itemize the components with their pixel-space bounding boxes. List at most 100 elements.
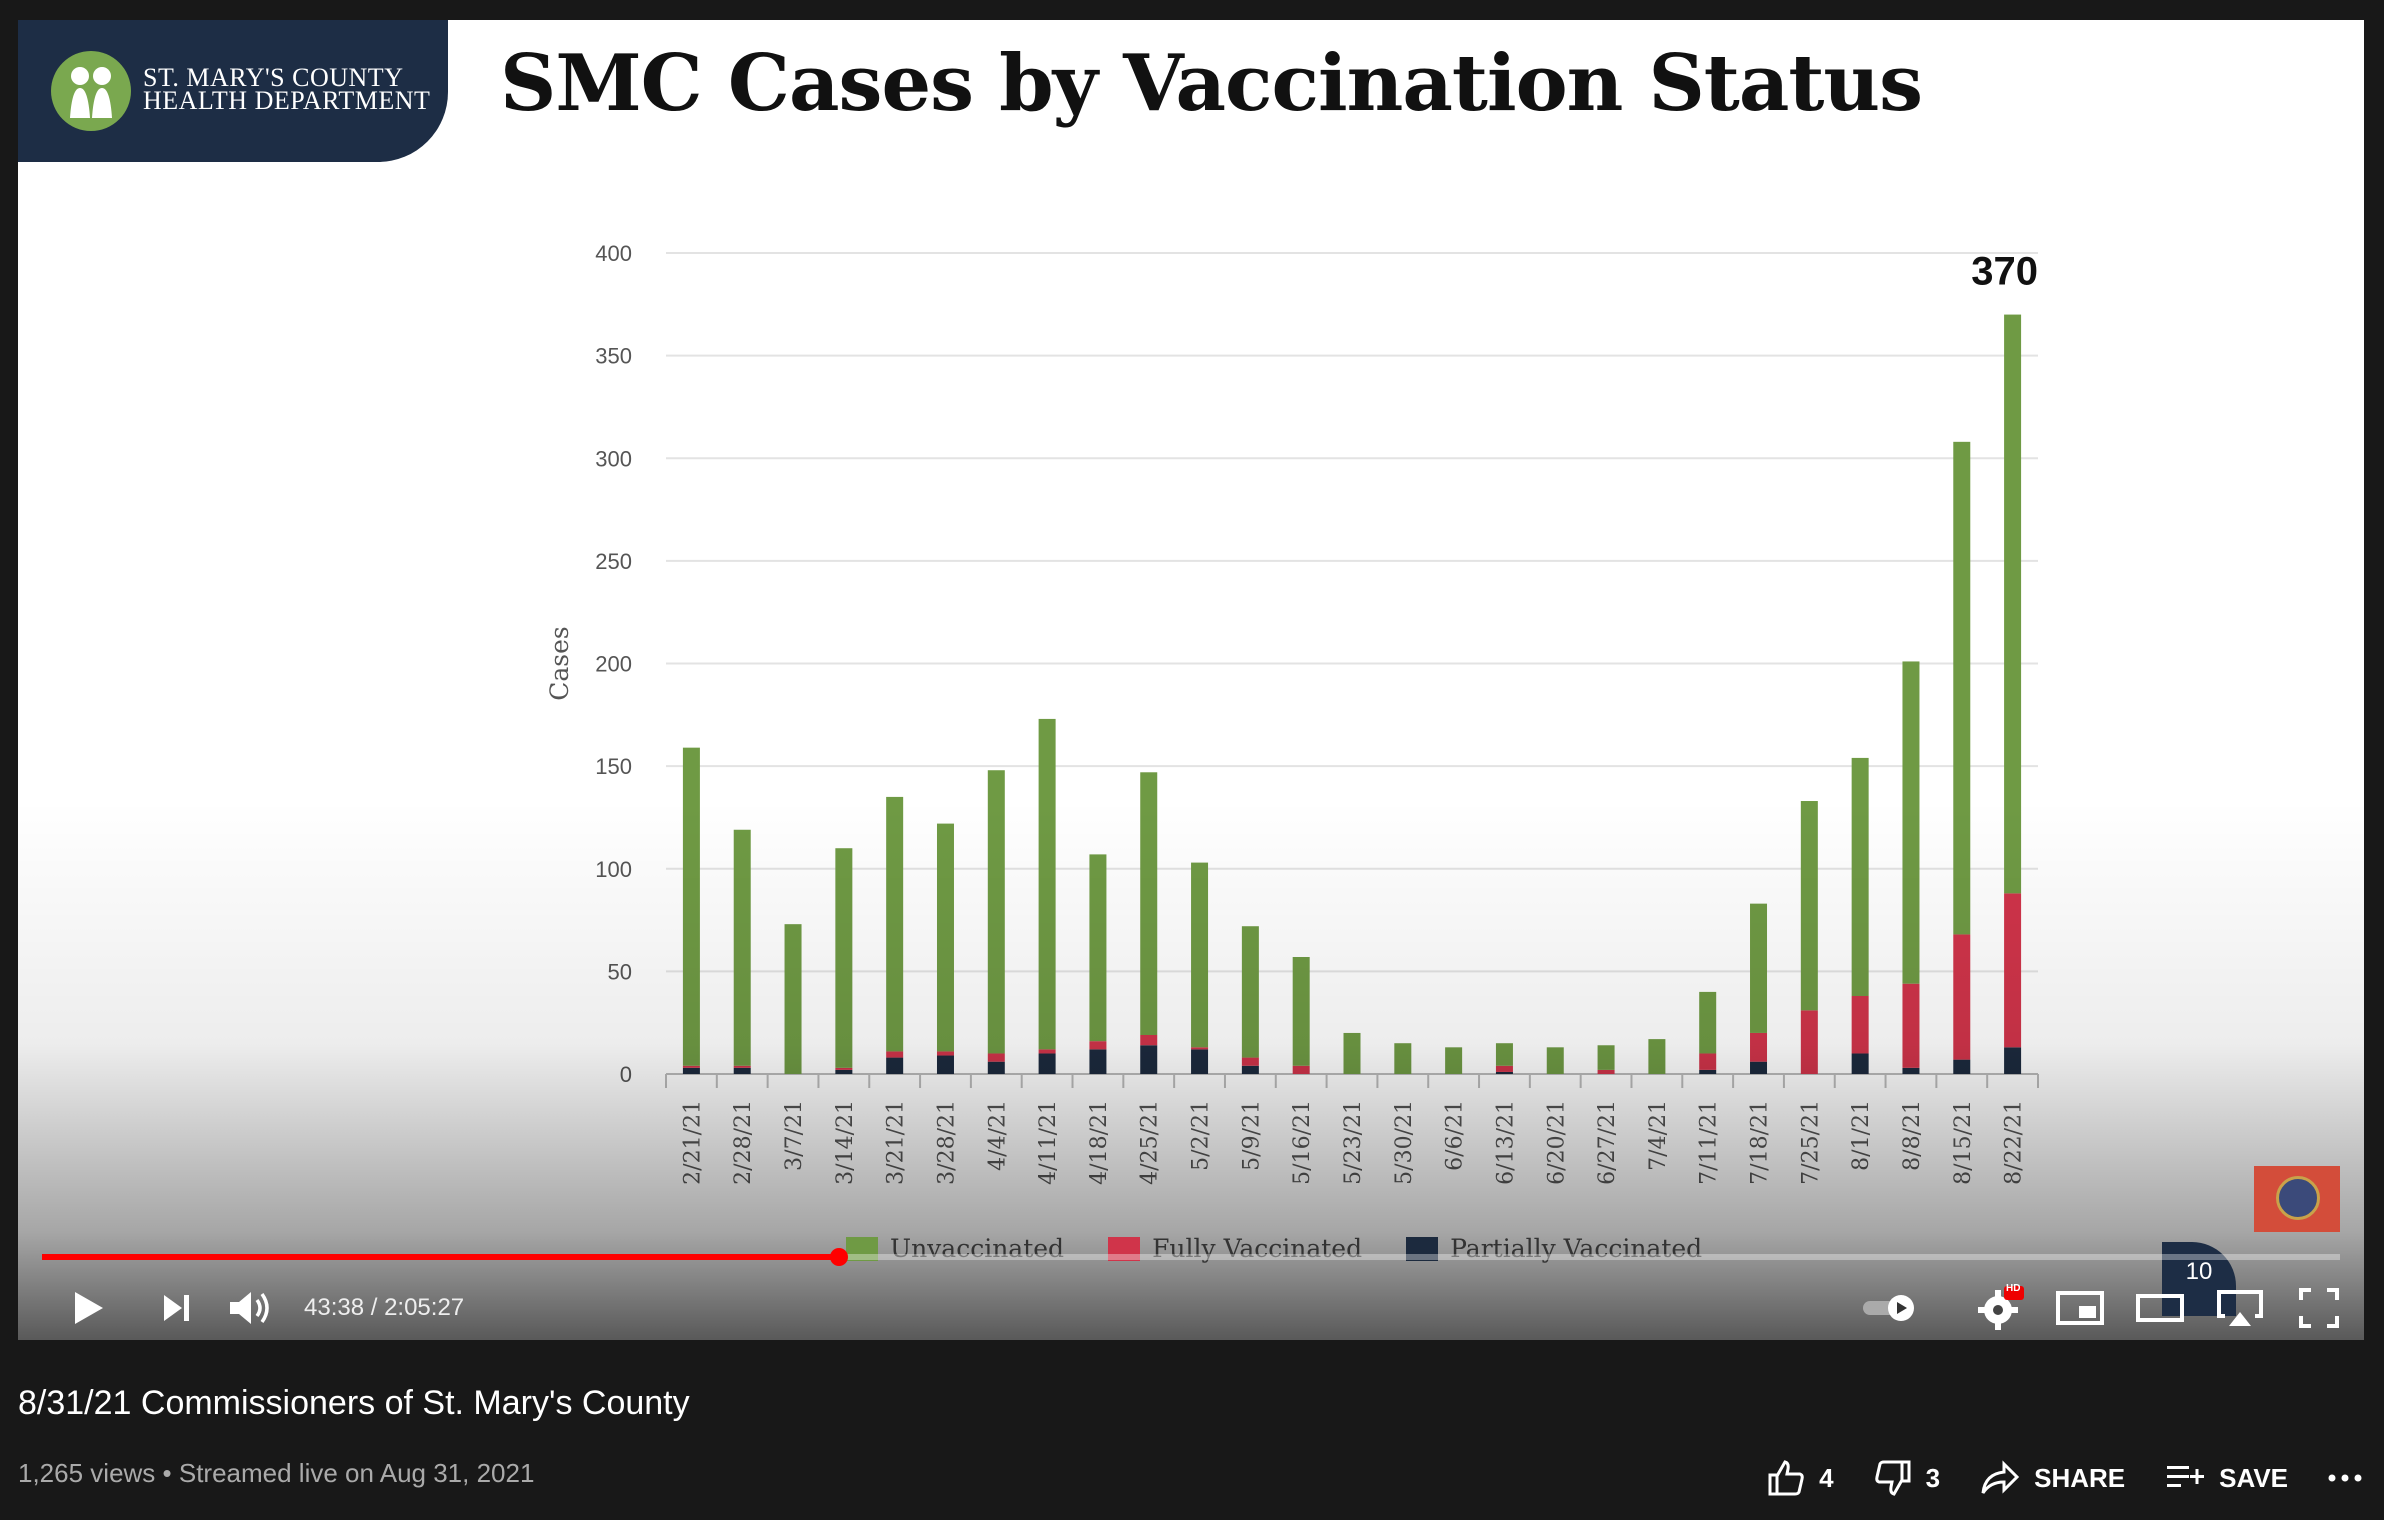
bar-segment (1495, 1043, 1513, 1066)
x-tick-label: 4/18/21 (1087, 1100, 1112, 1185)
bar-segment (1851, 996, 1869, 1054)
hd-badge: HD (2006, 1283, 2021, 1294)
bar-segment (1140, 1045, 1158, 1074)
bar-segment (886, 796, 904, 1052)
bar-segment (1800, 801, 1818, 1011)
x-tick-label: 4/11/21 (1036, 1100, 1061, 1185)
y-tick-label: 100 (595, 857, 632, 882)
bar-segment (682, 1067, 700, 1074)
y-axis-label: Cases (545, 626, 574, 701)
bar-segment (1953, 441, 1971, 935)
miniplayer-button[interactable] (2054, 1282, 2106, 1334)
chart-annotation: 370 (1971, 250, 2038, 294)
bar-segment (1241, 1065, 1259, 1074)
more-actions-button[interactable] (2328, 1473, 2362, 1483)
slide-header: ST. MARY'S COUNTY HEALTH DEPARTMENT (18, 20, 448, 162)
x-tick-label: 8/8/21 (1900, 1100, 1925, 1171)
bar-segment (1241, 926, 1259, 1058)
autoplay-toggle[interactable] (1860, 1282, 1922, 1334)
x-tick-label: 3/28/21 (934, 1100, 959, 1185)
miniplayer-icon (2056, 1291, 2104, 1325)
progress-scrubber-handle[interactable] (830, 1248, 849, 1266)
theater-mode-button[interactable] (2134, 1282, 2186, 1334)
video-player[interactable]: ST. MARY'S COUNTY HEALTH DEPARTMENT SMC … (18, 20, 2364, 1340)
x-tick-label: 2/21/21 (680, 1100, 705, 1185)
skip-next-icon (164, 1295, 189, 1321)
bar-segment (2004, 314, 2022, 894)
y-tick-label: 150 (595, 754, 632, 779)
x-tick-label: 6/13/21 (1493, 1100, 1518, 1185)
y-tick-label: 350 (595, 344, 632, 369)
more-horizontal-icon (2328, 1474, 2362, 1482)
video-title: 8/31/21 Commissioners of St. Mary's Coun… (18, 1384, 690, 1422)
dislike-button[interactable]: 3 (1874, 1459, 1940, 1497)
health-department-logo-icon (51, 51, 131, 131)
bar-segment (886, 1051, 904, 1058)
fullscreen-button[interactable] (2294, 1282, 2344, 1334)
bar-segment (936, 1055, 954, 1074)
progress-bar[interactable] (42, 1248, 2340, 1266)
bar-segment (1445, 1047, 1463, 1074)
legend-label: Fully Vaccinated (1152, 1234, 1363, 1263)
x-tick-label: 2/28/21 (731, 1100, 756, 1185)
cases-chart: 0 50 100 150 200 250 300 350 400 Cases 2/21/21 2/28… (545, 241, 2039, 1185)
x-tick-label: 6/6/21 (1443, 1100, 1468, 1171)
video-meta: 1,265 views • Streamed live on Aug 31, 2… (18, 1458, 535, 1488)
legend-label: Unvaccinated (890, 1234, 1065, 1263)
bar-segment (1292, 1065, 1310, 1074)
legend-label: Partially Vaccinated (1450, 1234, 1703, 1263)
bar-segment (733, 1067, 751, 1074)
bar-segment (1902, 1067, 1920, 1074)
bar-segment (1241, 1057, 1259, 1066)
x-tick-label: 8/22/21 (2002, 1100, 2027, 1185)
legend-item: Unvaccinated (846, 1234, 1064, 1263)
bar-segment (1699, 1053, 1717, 1070)
x-tick-label: 7/4/21 (1646, 1100, 1671, 1171)
legend-item: Partially Vaccinated (1406, 1234, 1702, 1263)
organization-name-line2: HEALTH DEPARTMENT (143, 86, 431, 115)
bar-segment (1902, 983, 1920, 1068)
legend-swatch (846, 1236, 878, 1261)
player-controls: 43:38 / 2:05:27 HD (18, 1278, 2364, 1338)
x-tick-label: 8/15/21 (1951, 1100, 1976, 1185)
bar-segment (1343, 1032, 1361, 1074)
bar-segment (1089, 1049, 1107, 1074)
progress-played (42, 1254, 840, 1260)
x-tick-label: 6/27/21 (1595, 1100, 1620, 1185)
bar-segment (1750, 1061, 1768, 1074)
organization-name-line1: ST. MARY'S COUNTY (143, 63, 404, 92)
x-tick-label: 5/16/21 (1290, 1100, 1315, 1185)
bar-segment (936, 1051, 954, 1056)
bar-segment (1953, 1059, 1971, 1074)
play-button[interactable] (66, 1282, 110, 1334)
bar-segment (1699, 991, 1717, 1054)
bar-segment (1546, 1047, 1564, 1074)
y-tick-label: 0 (620, 1062, 632, 1087)
y-tick-label: 300 (595, 446, 632, 471)
autoplay-toggle-icon (1863, 1295, 1914, 1321)
county-seal-icon (2276, 1176, 2320, 1220)
share-button[interactable]: SHARE (1980, 1460, 2125, 1496)
x-tick-label: 5/9/21 (1239, 1100, 1264, 1171)
bar-segment (987, 1053, 1005, 1062)
like-button[interactable]: 4 (1767, 1459, 1834, 1497)
bar-segment (835, 848, 853, 1068)
x-tick-label: 4/25/21 (1138, 1100, 1163, 1185)
y-tick-label: 200 (595, 652, 632, 677)
x-tick-label: 7/18/21 (1748, 1100, 1773, 1185)
bar-segment (1699, 1069, 1717, 1074)
play-icon (75, 1292, 103, 1324)
bar-segment (733, 829, 751, 1066)
volume-icon (230, 1292, 269, 1324)
save-label: SAVE (2219, 1462, 2288, 1493)
settings-button[interactable]: HD (1976, 1282, 2026, 1334)
bar-segment (1953, 934, 1971, 1060)
cast-button[interactable] (2214, 1282, 2266, 1334)
y-tick-label: 50 (608, 959, 632, 984)
volume-button[interactable] (224, 1282, 276, 1334)
next-button[interactable] (154, 1282, 198, 1334)
gear-icon (1978, 1286, 2024, 1330)
save-button[interactable]: SAVE (2165, 1463, 2288, 1494)
bar-segment (1750, 1032, 1768, 1062)
bar-segment (1089, 854, 1107, 1042)
